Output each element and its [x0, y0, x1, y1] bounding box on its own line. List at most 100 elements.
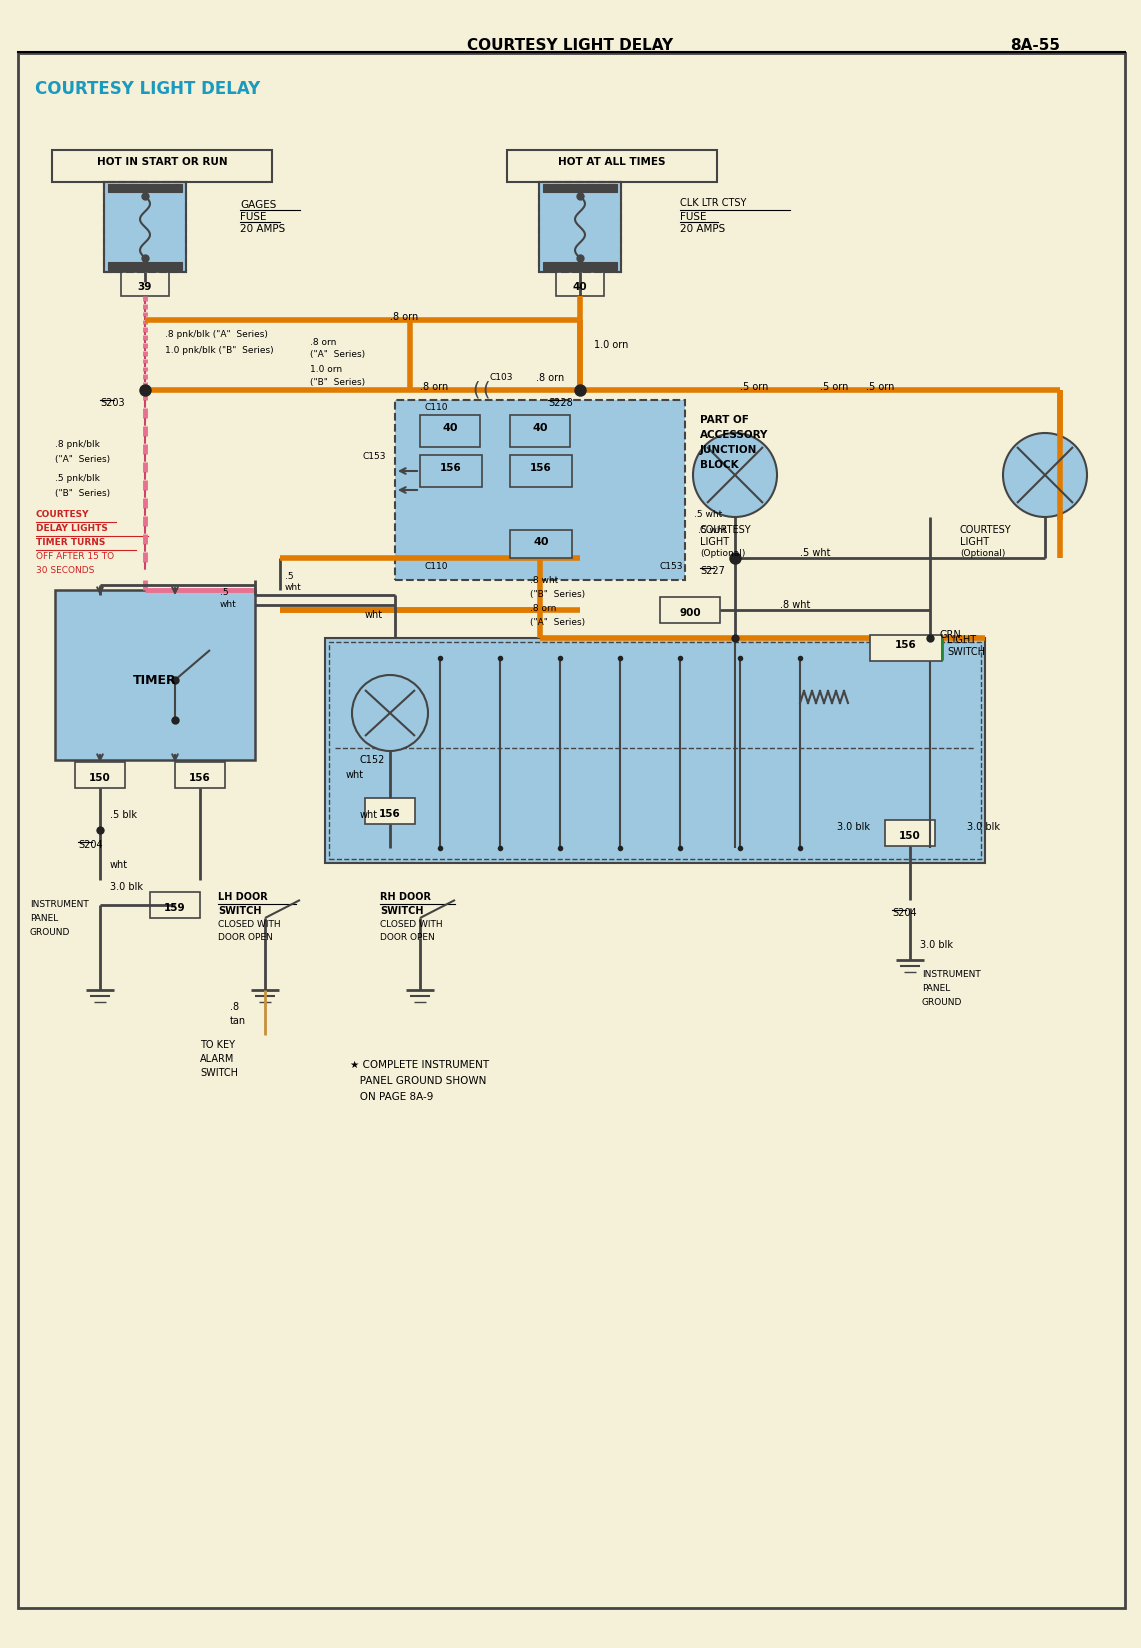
Text: 159: 159	[164, 903, 186, 913]
Text: HOT IN START OR RUN: HOT IN START OR RUN	[97, 157, 227, 166]
Text: FUSE: FUSE	[240, 213, 267, 222]
Bar	[149, 892, 200, 918]
Bar	[365, 798, 415, 824]
Bar	[395, 400, 685, 580]
Text: .8 pnk/blk ("A"  Series): .8 pnk/blk ("A" Series)	[165, 330, 268, 339]
Bar	[510, 415, 570, 447]
Bar	[420, 455, 482, 488]
Text: INSTRUMENT: INSTRUMENT	[922, 971, 981, 979]
Text: .5 pnk/blk: .5 pnk/blk	[55, 475, 100, 483]
Text: SWITCH: SWITCH	[218, 906, 261, 916]
Text: wht: wht	[285, 583, 301, 592]
Text: PART OF: PART OF	[699, 415, 748, 425]
Text: CLK LTR CTSY: CLK LTR CTSY	[680, 198, 746, 208]
Text: S228: S228	[548, 399, 573, 409]
Text: ("B"  Series): ("B" Series)	[310, 377, 365, 387]
Text: RH DOOR: RH DOOR	[380, 892, 431, 901]
Text: wht: wht	[346, 770, 364, 780]
Text: GROUND: GROUND	[922, 999, 962, 1007]
Text: (Optional): (Optional)	[960, 549, 1005, 559]
Text: .8: .8	[230, 1002, 240, 1012]
Text: 40: 40	[573, 282, 588, 292]
Text: wht: wht	[220, 600, 236, 610]
Text: GROUND: GROUND	[30, 928, 71, 938]
Text: ★ COMPLETE INSTRUMENT: ★ COMPLETE INSTRUMENT	[350, 1060, 489, 1070]
Text: COURTESY: COURTESY	[960, 526, 1012, 536]
Text: ALARM: ALARM	[200, 1055, 234, 1065]
Text: 8A-55: 8A-55	[1010, 38, 1060, 53]
Text: LIGHT: LIGHT	[699, 537, 729, 547]
Text: 39: 39	[138, 282, 152, 292]
Bar	[543, 262, 617, 270]
Text: ("A"  Series): ("A" Series)	[310, 349, 365, 359]
Text: C110: C110	[424, 404, 448, 412]
Text: .8 pnk/blk: .8 pnk/blk	[55, 440, 100, 448]
Text: HOT AT ALL TIMES: HOT AT ALL TIMES	[558, 157, 665, 166]
Bar	[52, 150, 272, 181]
Text: C153: C153	[363, 452, 387, 461]
Text: .5 wht: .5 wht	[698, 526, 727, 536]
Bar	[108, 185, 183, 193]
Circle shape	[1003, 433, 1087, 517]
Text: DOOR OPEN: DOOR OPEN	[380, 933, 435, 943]
Text: C103: C103	[489, 372, 513, 382]
Text: 1.0 pnk/blk ("B"  Series): 1.0 pnk/blk ("B" Series)	[165, 346, 274, 354]
Bar	[539, 181, 621, 272]
Text: wht: wht	[110, 860, 128, 870]
Text: 40: 40	[532, 424, 548, 433]
Text: .5 orn: .5 orn	[866, 382, 895, 392]
Text: .8 wht: .8 wht	[531, 577, 558, 585]
Text: ON PAGE 8A-9: ON PAGE 8A-9	[350, 1093, 434, 1103]
Text: COURTESY: COURTESY	[699, 526, 752, 536]
Text: COURTESY: COURTESY	[37, 509, 89, 519]
Bar	[75, 761, 126, 788]
Bar	[539, 181, 621, 272]
Text: PANEL: PANEL	[922, 984, 950, 994]
Text: .5 orn: .5 orn	[741, 382, 768, 392]
Text: FUSE: FUSE	[680, 213, 706, 222]
Text: GAGES: GAGES	[240, 199, 276, 209]
Text: ("B"  Series): ("B" Series)	[531, 590, 585, 598]
Text: wht: wht	[359, 811, 378, 821]
Text: ("A"  Series): ("A" Series)	[55, 455, 111, 465]
Bar	[420, 415, 480, 447]
Bar	[104, 181, 186, 272]
Text: 3.0 blk: 3.0 blk	[837, 822, 869, 832]
Text: CLOSED WITH: CLOSED WITH	[218, 920, 281, 929]
Text: DOOR OPEN: DOOR OPEN	[218, 933, 273, 943]
Text: 3.0 blk: 3.0 blk	[110, 882, 143, 892]
Text: 156: 156	[440, 463, 462, 473]
Text: C110: C110	[424, 562, 448, 570]
Text: .5 orn: .5 orn	[820, 382, 849, 392]
Text: TIMER TURNS: TIMER TURNS	[37, 537, 105, 547]
Text: SWITCH: SWITCH	[200, 1068, 238, 1078]
Text: ("A"  Series): ("A" Series)	[531, 618, 585, 626]
Text: 20 AMPS: 20 AMPS	[680, 224, 726, 234]
Text: PANEL: PANEL	[30, 915, 58, 923]
Text: 30 SECONDS: 30 SECONDS	[37, 565, 95, 575]
Bar	[885, 821, 934, 845]
Text: 1.0 orn: 1.0 orn	[594, 339, 629, 349]
Text: (: (	[482, 381, 489, 399]
Text: S204: S204	[892, 908, 916, 918]
Text: .5: .5	[220, 588, 228, 597]
Bar	[659, 597, 720, 623]
Text: 156: 156	[379, 809, 400, 819]
Text: C153: C153	[659, 562, 683, 570]
Text: .5 blk: .5 blk	[110, 811, 137, 821]
Bar	[104, 181, 186, 272]
Text: COURTESY LIGHT DELAY: COURTESY LIGHT DELAY	[35, 81, 260, 97]
Circle shape	[353, 676, 428, 751]
Text: 156: 156	[896, 639, 917, 649]
Bar	[108, 262, 183, 270]
Text: 3.0 blk: 3.0 blk	[920, 939, 953, 949]
Text: .5: .5	[285, 572, 293, 582]
Text: TO KEY: TO KEY	[200, 1040, 235, 1050]
Text: 1.0 orn: 1.0 orn	[310, 364, 342, 374]
Bar	[543, 185, 617, 193]
Text: SWITCH: SWITCH	[947, 648, 985, 658]
Text: C152: C152	[361, 755, 386, 765]
Text: 156: 156	[531, 463, 552, 473]
Bar	[55, 590, 254, 760]
Text: SWITCH: SWITCH	[380, 906, 423, 916]
